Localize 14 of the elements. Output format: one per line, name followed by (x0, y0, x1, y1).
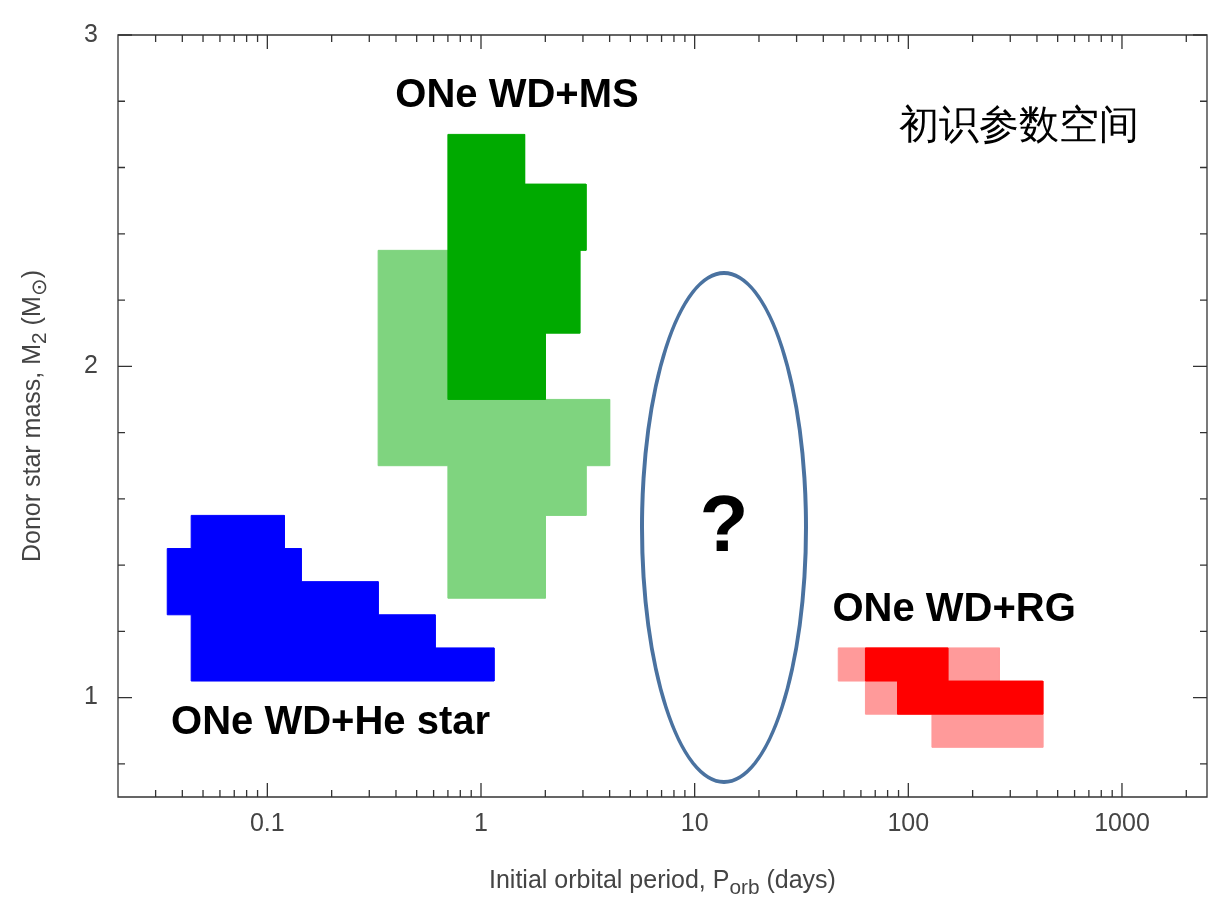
annotation: 初识参数空间 (899, 101, 1139, 148)
x-tick-label: 1 (474, 807, 488, 836)
x-tick-label: 100 (887, 807, 930, 836)
x-axis-title: Initial orbital period, P$_{orb}$ (days) (489, 865, 836, 899)
x-tick-label: 1000 (1094, 807, 1150, 836)
y-tick-label: 3 (84, 18, 98, 47)
series-label: ONe WD+RG (832, 584, 1076, 629)
y-tick-label: 2 (84, 350, 98, 379)
x-tick-label: 0.1 (249, 807, 285, 836)
annotation: ? (699, 477, 749, 570)
x-tick-label: 10 (680, 807, 709, 836)
series-label: ONe WD+MS (395, 71, 639, 116)
series-label: ONe WD+He star (171, 698, 491, 743)
y-tick-label: 1 (84, 681, 98, 710)
